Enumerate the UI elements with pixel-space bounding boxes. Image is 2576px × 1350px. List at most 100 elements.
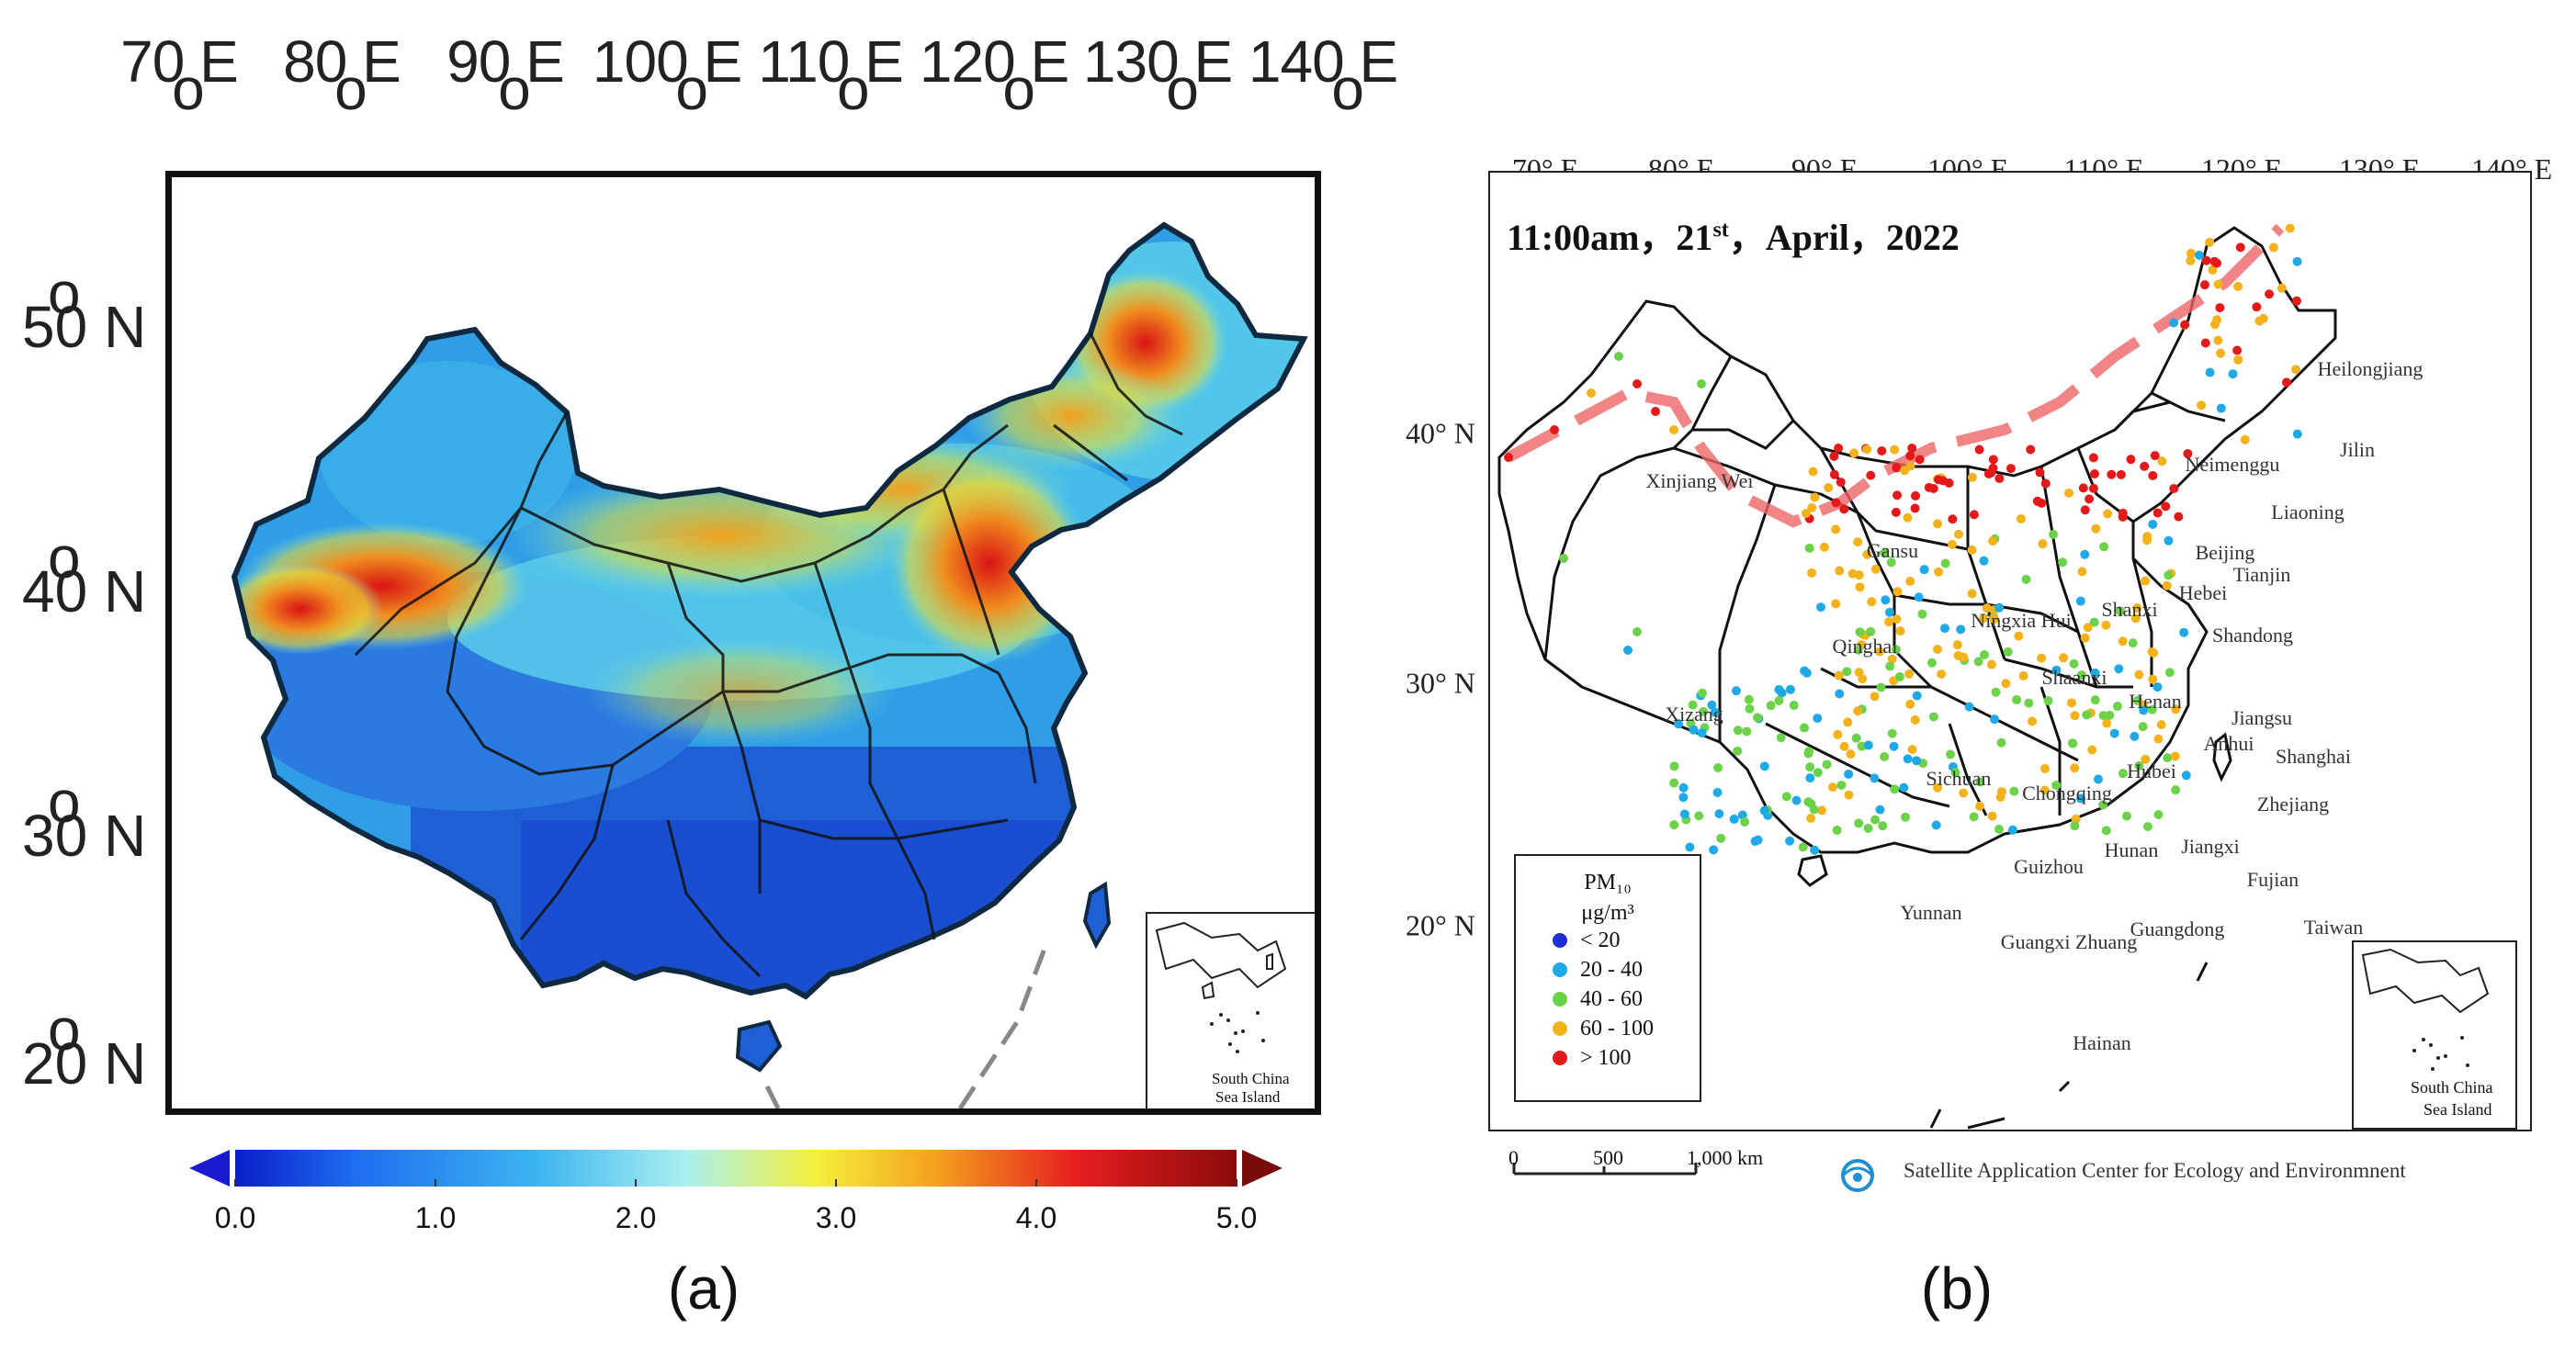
- province-label: Hebei: [2178, 581, 2228, 604]
- station-dot: [1892, 490, 1903, 501]
- station-dot: [1822, 759, 1832, 770]
- station-dot: [2281, 377, 2291, 388]
- lon-label: 70 o E: [120, 28, 239, 122]
- station-dot: [1810, 492, 1820, 502]
- station-dot: [1831, 599, 1841, 609]
- province-label: Guangxi Zhuang: [2000, 930, 2138, 953]
- station-dot: [1948, 539, 1958, 549]
- station-dot: [2018, 670, 2028, 681]
- panel-b-title: 11:00am，21st，April，2022: [1507, 208, 1960, 261]
- taiwan-island: [1082, 881, 1112, 950]
- province-label: Qinghai: [1832, 635, 1898, 658]
- station-dot: [2059, 653, 2069, 663]
- station-dot: [2032, 496, 2042, 506]
- station-dot: [1946, 749, 1956, 759]
- station-dot: [1903, 512, 1913, 523]
- station-dot: [2001, 679, 2011, 689]
- station-dot: [1905, 576, 1915, 586]
- legend-title: PM₁₀: [1584, 871, 1632, 894]
- station-dot: [2186, 255, 2196, 265]
- lon-label: 110 o E: [758, 28, 903, 122]
- station-dot: [2171, 704, 2181, 714]
- station-dot: [2163, 753, 2173, 763]
- station-dot: [1716, 833, 1726, 843]
- station-dot: [2080, 633, 2090, 643]
- station-dot: [1753, 713, 1763, 723]
- station-dot: [2169, 318, 2179, 328]
- station-dot: [1870, 815, 1881, 825]
- station-dot: [1890, 444, 1900, 455]
- station-dot: [2161, 501, 2171, 512]
- station-dot: [1895, 626, 1905, 636]
- station-dot: [1878, 821, 1888, 831]
- station-dot: [2197, 400, 2207, 411]
- station-dot: [2118, 769, 2128, 779]
- station-dot: [1742, 726, 1752, 737]
- station-dot: [1669, 778, 1679, 788]
- station-dot: [1905, 451, 1915, 461]
- station-dot: [1914, 592, 1924, 602]
- lon-label: 80 o E: [283, 28, 401, 122]
- station-dot: [1813, 768, 1823, 778]
- station-dot: [1777, 688, 1787, 698]
- station-dot: [1819, 542, 1829, 552]
- station-dot: [1849, 448, 1859, 458]
- legend-unit: μg/m³: [1581, 901, 1634, 925]
- station-dot: [2252, 302, 2262, 312]
- station-dot: [2028, 716, 2038, 726]
- station-dot: [2080, 505, 2090, 515]
- station-dot: [1931, 820, 1941, 830]
- station-dot: [1836, 780, 1847, 790]
- station-dot: [1934, 567, 1944, 577]
- station-dot: [2070, 821, 2080, 831]
- panel-a-map-svg: [172, 177, 1315, 1108]
- station-dot: [1839, 504, 1849, 514]
- legend-label: < 20: [1580, 928, 1621, 952]
- station-dot: [1910, 714, 1920, 725]
- station-dot: [1926, 658, 1937, 668]
- station-dot: [2205, 367, 2215, 377]
- scale-tick: 500: [1593, 1146, 1623, 1169]
- station-dot: [1952, 640, 1962, 650]
- station-dot: [1679, 809, 1689, 819]
- station-dot: [2130, 613, 2141, 624]
- station-dot: [1911, 490, 1921, 501]
- station-dot: [1707, 700, 1717, 710]
- station-dot: [2134, 760, 2144, 771]
- hainan-island: [735, 1019, 783, 1073]
- station-dot: [2199, 280, 2209, 290]
- province-label: Henan: [2129, 690, 2182, 713]
- station-dot: [1887, 728, 1897, 738]
- station-dot: [2152, 508, 2163, 518]
- station-dot: [2051, 665, 2062, 675]
- station-dot: [2077, 670, 2087, 681]
- inset-label-line2: Sea Island: [2423, 1100, 2492, 1119]
- station-dot: [1891, 645, 1901, 655]
- legend-label: 40 - 60: [1580, 986, 1643, 1011]
- lat-label: 50 o N: [22, 260, 147, 360]
- sea-dashes: [1929, 962, 2209, 1130]
- station-dot: [1884, 617, 1894, 627]
- station-dot: [1974, 444, 1984, 455]
- station-dot: [1733, 726, 1743, 736]
- station-dot: [2138, 722, 2148, 732]
- station-dot: [1881, 595, 1891, 605]
- station-dot: [2235, 242, 2245, 253]
- colorbar-tick: 1.0: [414, 1201, 457, 1234]
- station-dot: [1915, 455, 1925, 465]
- station-dot: [2075, 596, 2085, 606]
- pm10-stations: [1504, 223, 2302, 855]
- station-dot: [1905, 699, 1915, 709]
- station-dot: [2277, 283, 2287, 293]
- aod-raster: [234, 225, 1304, 996]
- station-dot: [2140, 461, 2150, 471]
- station-dot: [2070, 763, 2080, 773]
- station-dot: [1875, 804, 1885, 815]
- taiwan-outline: [2212, 732, 2232, 782]
- station-dot: [2209, 256, 2220, 266]
- station-dot: [2126, 455, 2136, 465]
- panel-a-map-frame: South China Sea Island: [165, 171, 1321, 1115]
- pm10-legend: PM₁₀ μg/m³ < 20 20 - 40 40 - 60 60 - 100…: [1514, 854, 1701, 1102]
- credit-text: Satellite Application Center for Ecology…: [1904, 1159, 2406, 1182]
- panel-b-inset-south-china-sea: South China Sea Island: [2352, 940, 2517, 1130]
